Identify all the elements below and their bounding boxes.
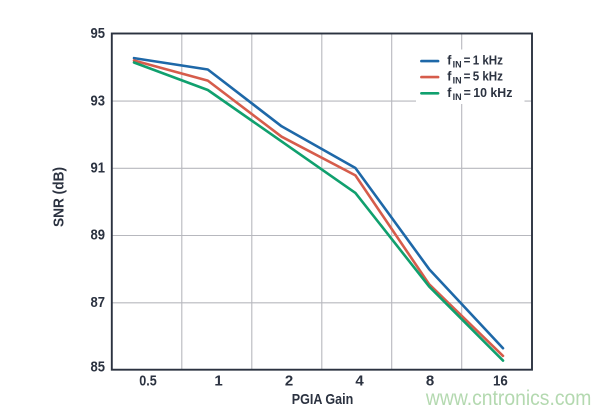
svg-text:f: f	[447, 70, 452, 84]
svg-text:IN: IN	[453, 92, 462, 102]
svg-text:IN: IN	[453, 60, 462, 70]
svg-text:0.5: 0.5	[139, 373, 157, 390]
svg-text:PGIA Gain: PGIA Gain	[292, 391, 354, 408]
svg-text:www.cntronics.com: www.cntronics.com	[425, 387, 591, 410]
svg-text:= 5 kHz: = 5 kHz	[464, 70, 503, 84]
svg-text:1: 1	[214, 373, 222, 390]
svg-text:f: f	[447, 54, 452, 68]
svg-text:SNR (dB): SNR (dB)	[51, 167, 68, 227]
svg-text:8: 8	[426, 373, 434, 390]
svg-text:89: 89	[91, 227, 106, 244]
svg-text:= 10 kHz: = 10 kHz	[464, 86, 513, 100]
svg-text:91: 91	[91, 160, 106, 177]
svg-text:2: 2	[285, 373, 293, 390]
svg-text:f: f	[447, 86, 452, 100]
svg-text:IN: IN	[453, 76, 462, 86]
svg-text:16: 16	[493, 373, 508, 390]
svg-text:93: 93	[91, 92, 106, 109]
svg-text:= 1 kHz: = 1 kHz	[464, 54, 503, 68]
svg-text:4: 4	[355, 373, 364, 390]
svg-text:85: 85	[91, 359, 106, 376]
svg-text:87: 87	[91, 294, 106, 311]
svg-text:95: 95	[91, 25, 106, 42]
